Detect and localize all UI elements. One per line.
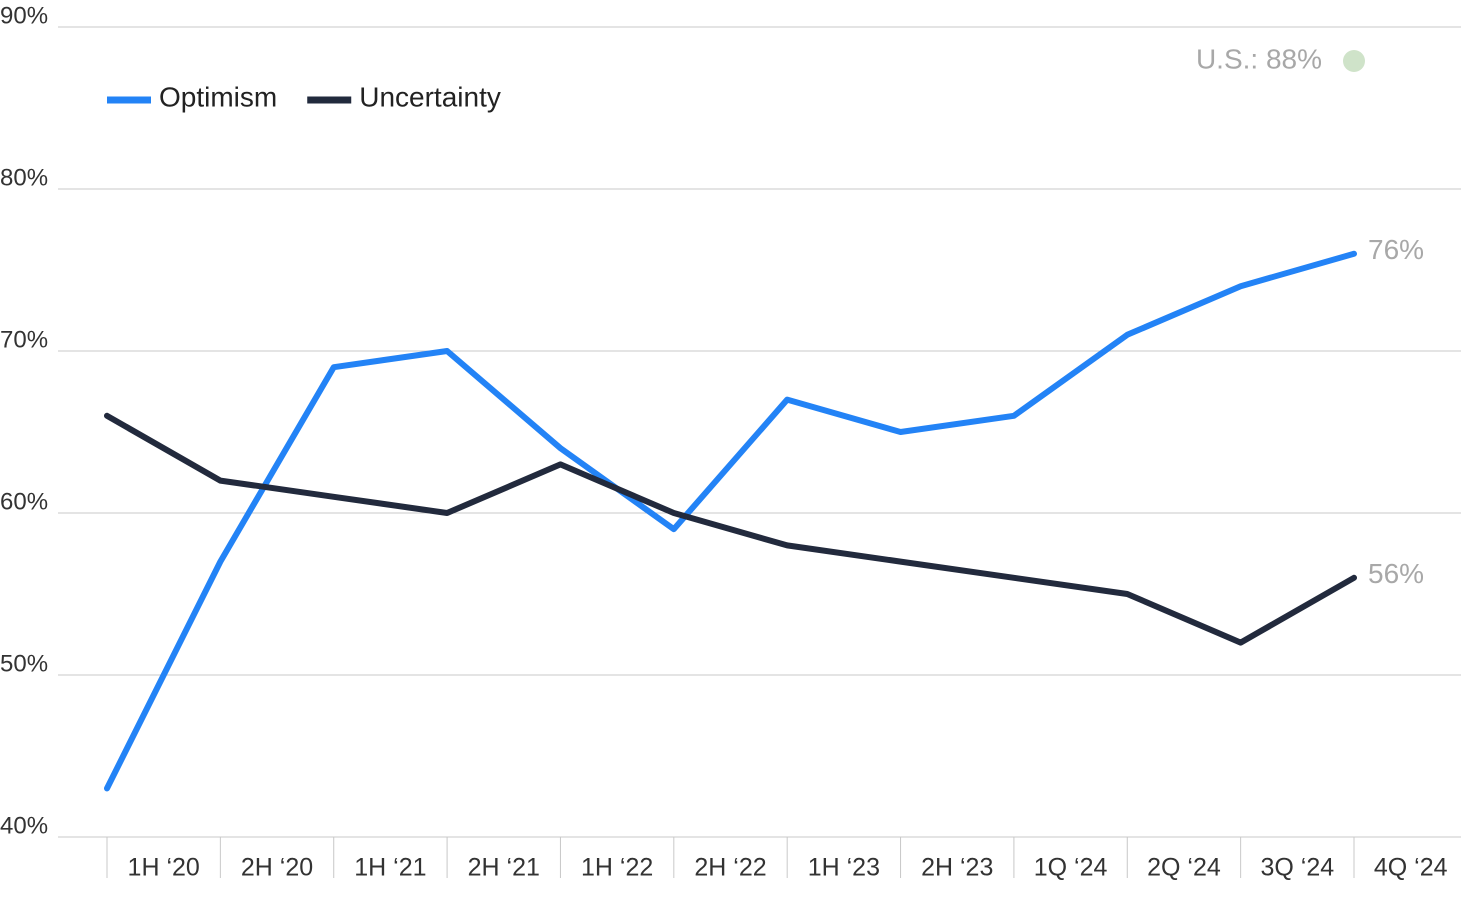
y-tick-label: 70% [0,326,48,353]
series-line [104,412,1357,646]
value-label: 56% [1368,558,1424,589]
annotation-dot [1343,50,1365,72]
legend-label: Optimism [159,81,277,112]
x-tick-label: 1Q ‘24 [1034,854,1108,882]
x-tick-label: 1H ‘22 [581,854,653,882]
x-tick-label: 2H ‘20 [241,854,313,882]
y-tick-label: 40% [0,812,48,839]
y-tick-label: 90% [0,2,48,29]
annotation: U.S.: 88% [1196,43,1322,74]
x-tick-label: 3Q ‘24 [1260,854,1334,882]
y-tick-label: 60% [0,488,48,515]
series-line [104,250,1357,792]
y-tick-label: 80% [0,164,48,191]
x-tick-label: 1H ‘21 [354,854,426,882]
x-tick-label: 4Q ‘24 [1374,854,1448,882]
y-tick-label: 50% [0,650,48,677]
x-tick-label: 2H ‘21 [468,854,540,882]
x-tick-label: 1H ‘23 [808,854,880,882]
x-tick-label: 2Q ‘24 [1147,854,1221,882]
x-tick-label: 1H ‘20 [128,854,200,882]
x-tick-label: 2H ‘22 [694,854,766,882]
legend-label: Uncertainty [359,81,501,112]
value-label: 76% [1368,234,1424,265]
x-tick-label: 2H ‘23 [921,854,993,882]
